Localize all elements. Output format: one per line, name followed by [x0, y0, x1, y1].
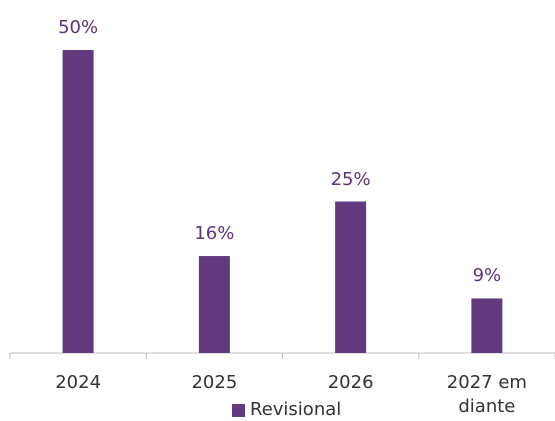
x-tick-label: 2025 [191, 372, 238, 393]
legend-swatch [232, 404, 245, 417]
data-label: 16% [194, 223, 235, 245]
bar [335, 201, 367, 353]
x-tick-label: 2024 [55, 372, 102, 393]
x-tick-label: 2027 em diante [446, 372, 527, 417]
legend-label: Revisional [250, 399, 342, 420]
data-label: 25% [330, 168, 371, 190]
bar [198, 256, 230, 353]
bar [471, 298, 503, 353]
x-tick-label: 2026 [327, 372, 374, 393]
data-label: 9% [472, 265, 502, 287]
bar [62, 50, 94, 353]
data-label: 50% [58, 17, 99, 38]
